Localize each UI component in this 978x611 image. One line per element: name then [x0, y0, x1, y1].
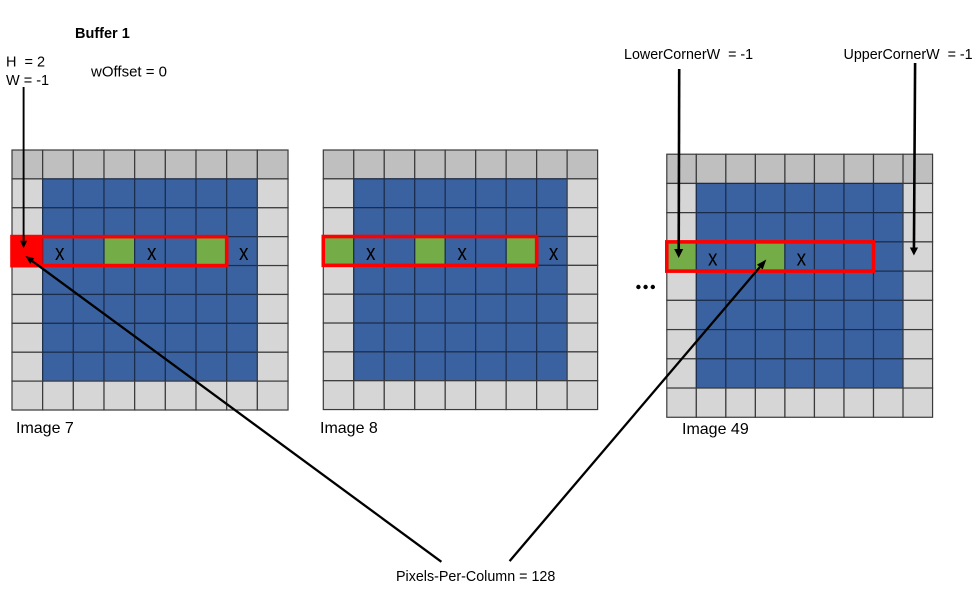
- svg-text:x: x: [55, 240, 65, 265]
- svg-text:x: x: [239, 240, 249, 265]
- svg-text:x: x: [366, 240, 376, 265]
- svg-text:Image 49: Image 49: [682, 421, 749, 438]
- svg-text:H = 2: H = 2: [6, 55, 45, 71]
- svg-text:W = -1: W = -1: [6, 73, 49, 89]
- svg-text:x: x: [457, 240, 467, 265]
- svg-text:x: x: [549, 240, 559, 265]
- svg-text:UpperCornerW = -1: UpperCornerW = -1: [844, 47, 973, 63]
- svg-text:Buffer 1: Buffer 1: [75, 26, 130, 42]
- svg-text:x: x: [797, 245, 807, 270]
- svg-text:wOffset = 0: wOffset = 0: [90, 64, 167, 81]
- svg-text:Image 8: Image 8: [320, 420, 378, 437]
- svg-text:LowerCornerW = -1: LowerCornerW = -1: [624, 47, 753, 63]
- svg-text:Image 7: Image 7: [16, 420, 74, 437]
- svg-text:x: x: [708, 245, 718, 270]
- svg-text:Pixels-Per-Column = 128: Pixels-Per-Column = 128: [396, 569, 555, 585]
- svg-text:x: x: [147, 240, 157, 265]
